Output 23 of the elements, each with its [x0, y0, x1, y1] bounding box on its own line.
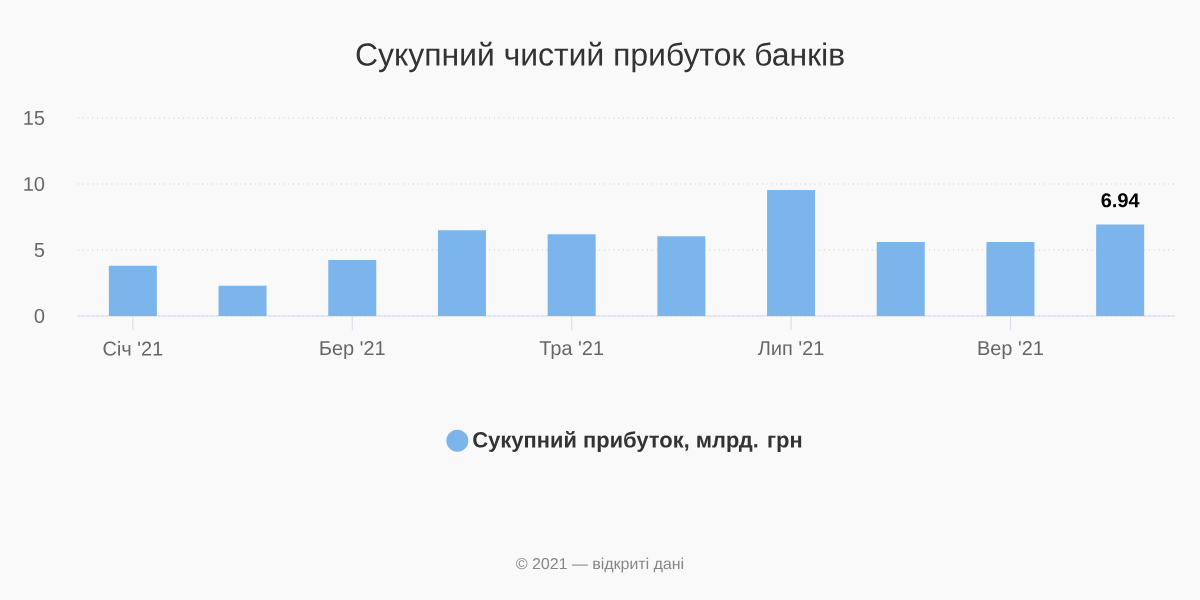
bar — [1096, 224, 1145, 316]
bar — [876, 242, 925, 316]
bar — [547, 234, 596, 316]
bar — [108, 265, 157, 316]
x-tick-label: Вер '21 — [978, 341, 1043, 360]
x-tick-label: Січ '21 — [103, 341, 163, 356]
bar — [437, 230, 486, 316]
chart-title: Сукупний чистий прибуток банків — [356, 41, 844, 73]
bar — [986, 242, 1035, 316]
bar — [328, 259, 377, 316]
y-tick-label: 10 — [24, 176, 45, 192]
data-label: 6.94 — [1101, 193, 1140, 208]
bar — [767, 189, 816, 316]
y-tick-label: 5 — [34, 243, 45, 257]
x-tick-label: Тра '21 — [539, 341, 604, 360]
bar — [218, 285, 267, 316]
y-tick-label: 15 — [24, 111, 45, 125]
y-tick-label: 0 — [34, 308, 45, 324]
bar — [657, 236, 706, 316]
text: © 2021 — відкриті дані — [516, 557, 684, 573]
legend-label: Сукупний прибуток, млрд. грн — [473, 431, 802, 452]
x-tick-label: Лип '21 — [757, 341, 824, 356]
x-tick-label: Бер '21 — [320, 341, 385, 360]
